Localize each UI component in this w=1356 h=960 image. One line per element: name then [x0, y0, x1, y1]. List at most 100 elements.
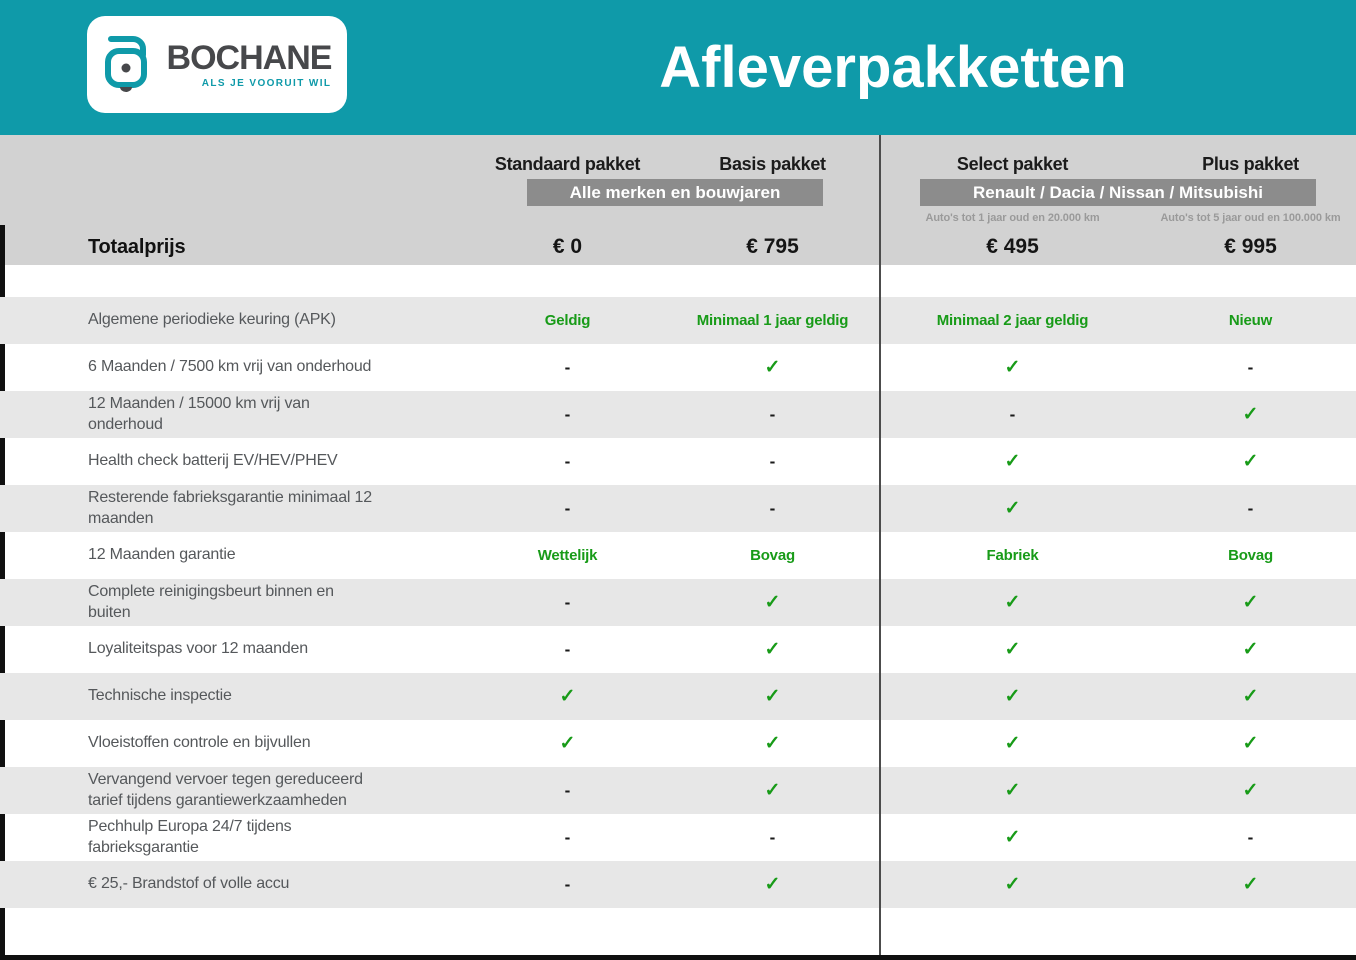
feature-value: ✓ — [1242, 639, 1259, 660]
feature-value: ✓ — [1004, 639, 1021, 660]
feature-value: ✓ — [1004, 592, 1021, 613]
feature-value: ✓ — [1242, 780, 1259, 801]
table-row: Resterende fabrieksgarantie minimaal 12 … — [0, 485, 1356, 532]
feature-value: ✓ — [1242, 874, 1259, 895]
feature-value: - — [1247, 827, 1254, 847]
feature-value: ✓ — [1242, 451, 1259, 472]
feature-label: Algemene periodieke keuring (APK) — [88, 311, 336, 329]
feature-value: ✓ — [1004, 827, 1021, 848]
feature-value: - — [564, 451, 571, 471]
price-select: € 495 — [986, 235, 1039, 258]
group-badge-all-brands: Alle merken en bouwjaren — [527, 178, 823, 206]
feature-label: Vervangend vervoer tegen gereduceerd tar… — [88, 770, 363, 809]
table-row: Technische inspectie ✓ ✓ ✓ ✓ — [0, 673, 1356, 720]
feature-label: Technische inspectie — [88, 687, 232, 705]
feature-value: Minimaal 1 jaar geldig — [696, 312, 849, 329]
feature-label: 12 Maanden / 15000 km vrij van onderhoud — [88, 394, 310, 433]
feature-value: Bovag — [1228, 547, 1273, 564]
price-standaard: € 0 — [552, 235, 583, 258]
price-basis: € 795 — [746, 235, 799, 258]
brand-name: BOCHANE — [166, 38, 333, 77]
price-plus: € 995 — [1224, 235, 1277, 258]
feature-value: - — [1009, 404, 1016, 424]
feature-value: ✓ — [1004, 498, 1021, 519]
feature-value: - — [564, 592, 571, 612]
table-row: Health check batterij EV/HEV/PHEV - - ✓ … — [0, 438, 1356, 485]
feature-value: ✓ — [1004, 733, 1021, 754]
table-row: € 25,- Brandstof of volle accu - ✓ ✓ ✓ — [0, 861, 1356, 908]
feature-label: Pechhulp Europa 24/7 tijdens fabrieksgar… — [88, 817, 292, 856]
feature-value: - — [1247, 357, 1254, 377]
feature-value: ✓ — [559, 733, 576, 754]
feature-value: ✓ — [764, 686, 781, 707]
feature-value: - — [564, 357, 571, 377]
total-price-label: Totaalprijs — [88, 235, 186, 258]
group-badge-renault-dacia-nissan-mitsubishi: Renault / Dacia / Nissan / Mitsubishi — [920, 178, 1316, 206]
feature-label: € 25,- Brandstof of volle accu — [88, 875, 290, 893]
feature-value: - — [769, 404, 776, 424]
feature-value: - — [564, 404, 571, 424]
feature-label: Vloeistoffen controle en bijvullen — [88, 734, 311, 752]
table-header-band: Standaard pakket Basis pakket Select pak… — [0, 135, 1356, 265]
bochane-logo: BOCHANE ALS JE VOORUIT WIL — [87, 16, 347, 113]
feature-value: ✓ — [1242, 404, 1259, 425]
feature-value: - — [1247, 498, 1254, 518]
feature-value: ✓ — [559, 686, 576, 707]
package-sublabel-plus: Auto's tot 5 jaar oud en 100.000 km — [1160, 212, 1341, 224]
feature-value: Minimaal 2 jaar geldig — [936, 312, 1089, 329]
page-header: BOCHANE ALS JE VOORUIT WIL Afleverpakket… — [0, 0, 1356, 135]
table-row: Pechhulp Europa 24/7 tijdens fabrieksgar… — [0, 814, 1356, 861]
table-row: Loyaliteitspas voor 12 maanden - ✓ ✓ ✓ — [0, 626, 1356, 673]
feature-value: - — [564, 874, 571, 894]
feature-value: Fabriek — [986, 547, 1039, 564]
table-row: Vloeistoffen controle en bijvullen ✓ ✓ ✓… — [0, 720, 1356, 767]
feature-label: Complete reinigingsbeurt binnen en buite… — [88, 582, 334, 621]
feature-value: - — [769, 827, 776, 847]
feature-value: ✓ — [764, 874, 781, 895]
feature-label: Resterende fabrieksgarantie minimaal 12 … — [88, 488, 372, 527]
feature-value: Nieuw — [1228, 312, 1273, 329]
feature-label: 12 Maanden garantie — [88, 546, 236, 564]
feature-value: Geldig — [544, 312, 591, 329]
vertical-divider-line — [879, 135, 881, 955]
package-name-basis: Basis pakket — [719, 154, 826, 174]
feature-label: 6 Maanden / 7500 km vrij van onderhoud — [88, 358, 372, 376]
feature-value: ✓ — [764, 357, 781, 378]
package-name-select: Select pakket — [956, 154, 1069, 174]
package-name-plus: Plus pakket — [1202, 154, 1299, 174]
bottom-black-bar — [0, 955, 1356, 960]
spacer-row-bottom — [0, 908, 1356, 955]
package-sublabel-select: Auto's tot 1 jaar oud en 20.000 km — [925, 212, 1100, 224]
feature-value: Bovag — [750, 547, 795, 564]
feature-value: - — [769, 498, 776, 518]
table-row: Vervangend vervoer tegen gereduceerd tar… — [0, 767, 1356, 814]
feature-value: ✓ — [1242, 733, 1259, 754]
feature-label: Health check batterij EV/HEV/PHEV — [88, 452, 338, 470]
feature-value: ✓ — [764, 780, 781, 801]
feature-value: - — [564, 780, 571, 800]
feature-value: ✓ — [1004, 874, 1021, 895]
table-row: 12 Maanden / 15000 km vrij van onderhoud… — [0, 391, 1356, 438]
feature-value: ✓ — [1004, 357, 1021, 378]
feature-value: - — [769, 451, 776, 471]
table-row: 12 Maanden garantie Wettelijk Bovag Fabr… — [0, 532, 1356, 579]
table-row: Complete reinigingsbeurt binnen en buite… — [0, 579, 1356, 626]
bochane-car-icon — [103, 31, 157, 98]
feature-value: ✓ — [1004, 780, 1021, 801]
feature-value: ✓ — [1242, 592, 1259, 613]
feature-value: ✓ — [1004, 686, 1021, 707]
feature-value: ✓ — [764, 639, 781, 660]
spacer-row — [0, 265, 1356, 297]
brand-text: BOCHANE ALS JE VOORUIT WIL — [166, 38, 333, 89]
feature-value: - — [564, 639, 571, 659]
left-black-bar-segment — [0, 225, 5, 265]
feature-value: ✓ — [1004, 451, 1021, 472]
feature-value: ✓ — [764, 592, 781, 613]
feature-rows: Algemene periodieke keuring (APK) Geldig… — [0, 297, 1356, 908]
page-title: Afleverpakketten — [659, 35, 1127, 100]
feature-label: Loyaliteitspas voor 12 maanden — [88, 640, 308, 658]
feature-value: Wettelijk — [537, 547, 598, 564]
table-row: Algemene periodieke keuring (APK) Geldig… — [0, 297, 1356, 344]
feature-value: ✓ — [764, 733, 781, 754]
